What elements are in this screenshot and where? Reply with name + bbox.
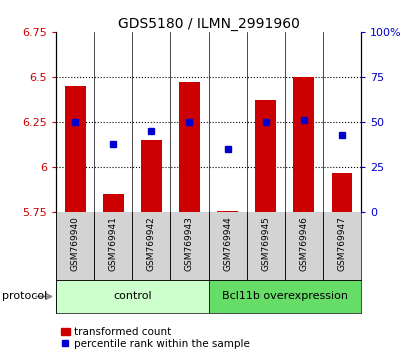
Text: Bcl11b overexpression: Bcl11b overexpression [222, 291, 348, 302]
Text: protocol: protocol [2, 291, 47, 302]
Bar [255, 101, 276, 212]
Text: GSM769941: GSM769941 [109, 216, 118, 271]
Bar [141, 140, 162, 212]
Text: GSM769942: GSM769942 [147, 216, 156, 270]
Title: GDS5180 / ILMN_2991960: GDS5180 / ILMN_2991960 [117, 17, 300, 31]
Text: GSM769946: GSM769946 [299, 216, 308, 271]
Text: GSM769945: GSM769945 [261, 216, 270, 271]
Text: GSM769947: GSM769947 [337, 216, 347, 271]
Text: GSM769944: GSM769944 [223, 216, 232, 270]
Bar [217, 211, 238, 212]
Bar [179, 82, 200, 212]
Text: GSM769943: GSM769943 [185, 216, 194, 271]
Text: GSM769940: GSM769940 [71, 216, 80, 271]
Bar [65, 86, 85, 212]
Bar [103, 194, 124, 212]
Bar [293, 77, 314, 212]
Bar [209, 280, 361, 313]
Bar [332, 173, 352, 212]
Legend: transformed count, percentile rank within the sample: transformed count, percentile rank withi… [61, 327, 249, 349]
Text: control: control [113, 291, 151, 302]
Bar [56, 280, 209, 313]
